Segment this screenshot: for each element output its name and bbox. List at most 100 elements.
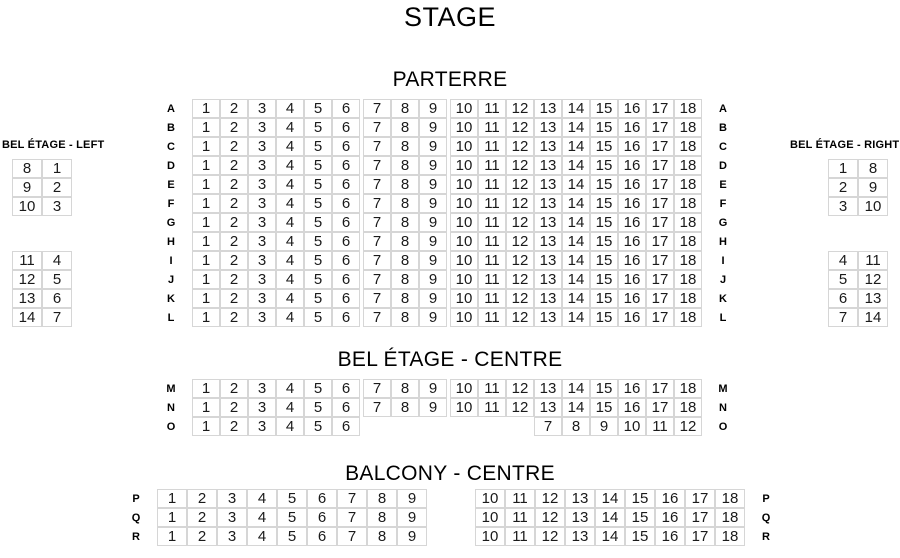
seat-cell[interactable]: 14 [562, 232, 590, 251]
seat-cell[interactable]: 5 [304, 156, 332, 175]
seat-cell[interactable]: 4 [276, 175, 304, 194]
seat-cell[interactable]: 1 [157, 489, 187, 508]
seat-cell[interactable]: 11 [858, 251, 888, 270]
seat-cell[interactable]: 4 [247, 508, 277, 527]
seat-cell[interactable]: 11 [478, 194, 506, 213]
seat-cell[interactable]: 14 [595, 489, 625, 508]
seat-cell[interactable]: 10 [450, 118, 478, 137]
seat-cell[interactable]: 15 [590, 270, 618, 289]
seat-cell[interactable]: 17 [646, 289, 674, 308]
seat-cell[interactable]: 10 [450, 398, 478, 417]
seat-cell[interactable]: 3 [248, 289, 276, 308]
seat-cell[interactable]: 5 [304, 289, 332, 308]
seat-cell[interactable]: 16 [618, 232, 646, 251]
seat-cell[interactable]: 12 [12, 270, 42, 289]
seat-cell[interactable]: 3 [248, 379, 276, 398]
seat-cell[interactable]: 4 [276, 270, 304, 289]
seat-cell[interactable]: 16 [618, 270, 646, 289]
seat-cell[interactable]: 10 [450, 270, 478, 289]
seat-cell[interactable]: 11 [478, 251, 506, 270]
seat-cell[interactable]: 3 [248, 270, 276, 289]
seat-cell[interactable]: 14 [562, 289, 590, 308]
seat-cell[interactable]: 18 [674, 213, 702, 232]
seat-cell[interactable]: 6 [332, 417, 360, 436]
seat-cell[interactable]: 14 [562, 213, 590, 232]
seat-cell[interactable]: 17 [646, 398, 674, 417]
seat-cell[interactable]: 6 [332, 213, 360, 232]
seat-cell[interactable]: 17 [646, 175, 674, 194]
seat-cell[interactable]: 16 [618, 156, 646, 175]
seat-cell[interactable]: 3 [248, 232, 276, 251]
seat-cell[interactable]: 7 [363, 379, 391, 398]
seat-cell[interactable]: 7 [337, 489, 367, 508]
seat-cell[interactable]: 5 [277, 527, 307, 546]
seat-cell[interactable]: 16 [655, 527, 685, 546]
seat-cell[interactable]: 6 [332, 99, 360, 118]
seat-cell[interactable]: 13 [534, 308, 562, 327]
seat-cell[interactable]: 6 [828, 289, 858, 308]
seat-cell[interactable]: 13 [534, 213, 562, 232]
seat-cell[interactable]: 16 [618, 99, 646, 118]
seat-cell[interactable]: 9 [419, 289, 447, 308]
seat-cell[interactable]: 7 [42, 308, 72, 327]
seat-cell[interactable]: 9 [397, 527, 427, 546]
seat-cell[interactable]: 2 [220, 118, 248, 137]
seat-cell[interactable]: 4 [276, 194, 304, 213]
seat-cell[interactable]: 2 [187, 508, 217, 527]
seat-cell[interactable]: 14 [595, 527, 625, 546]
seat-cell[interactable]: 13 [534, 137, 562, 156]
seat-cell[interactable]: 18 [674, 156, 702, 175]
seat-cell[interactable]: 17 [685, 489, 715, 508]
seat-cell[interactable]: 2 [42, 178, 72, 197]
seat-cell[interactable]: 9 [419, 175, 447, 194]
seat-cell[interactable]: 14 [12, 308, 42, 327]
seat-cell[interactable]: 5 [304, 99, 332, 118]
seat-cell[interactable]: 15 [590, 251, 618, 270]
seat-cell[interactable]: 5 [277, 508, 307, 527]
seat-cell[interactable]: 2 [187, 489, 217, 508]
seat-cell[interactable]: 18 [674, 270, 702, 289]
seat-cell[interactable]: 12 [506, 213, 534, 232]
seat-cell[interactable]: 4 [276, 308, 304, 327]
seat-cell[interactable]: 2 [220, 213, 248, 232]
seat-cell[interactable]: 6 [332, 175, 360, 194]
seat-cell[interactable]: 4 [276, 417, 304, 436]
seat-cell[interactable]: 18 [674, 308, 702, 327]
seat-cell[interactable]: 12 [506, 270, 534, 289]
seat-cell[interactable]: 13 [534, 379, 562, 398]
seat-cell[interactable]: 3 [248, 194, 276, 213]
seat-cell[interactable]: 14 [562, 118, 590, 137]
seat-cell[interactable]: 3 [248, 213, 276, 232]
seat-cell[interactable]: 13 [565, 508, 595, 527]
seat-cell[interactable]: 13 [534, 398, 562, 417]
seat-cell[interactable]: 3 [248, 99, 276, 118]
seat-cell[interactable]: 11 [478, 289, 506, 308]
seat-cell[interactable]: 6 [307, 508, 337, 527]
seat-cell[interactable]: 5 [304, 175, 332, 194]
seat-cell[interactable]: 12 [858, 270, 888, 289]
seat-cell[interactable]: 10 [450, 308, 478, 327]
seat-cell[interactable]: 5 [304, 194, 332, 213]
seat-cell[interactable]: 8 [391, 99, 419, 118]
seat-cell[interactable]: 2 [220, 417, 248, 436]
seat-cell[interactable]: 16 [618, 194, 646, 213]
seat-cell[interactable]: 14 [562, 194, 590, 213]
seat-cell[interactable]: 9 [419, 379, 447, 398]
seat-cell[interactable]: 17 [646, 194, 674, 213]
seat-cell[interactable]: 1 [157, 527, 187, 546]
seat-cell[interactable]: 9 [397, 508, 427, 527]
seat-cell[interactable]: 18 [715, 489, 745, 508]
seat-cell[interactable]: 9 [419, 308, 447, 327]
seat-cell[interactable]: 9 [419, 137, 447, 156]
seat-cell[interactable]: 11 [646, 417, 674, 436]
seat-cell[interactable]: 4 [42, 251, 72, 270]
seat-cell[interactable]: 14 [562, 308, 590, 327]
seat-cell[interactable]: 3 [248, 156, 276, 175]
seat-cell[interactable]: 2 [220, 308, 248, 327]
seat-cell[interactable]: 1 [828, 159, 858, 178]
seat-cell[interactable]: 16 [618, 118, 646, 137]
seat-cell[interactable]: 1 [192, 289, 220, 308]
seat-cell[interactable]: 4 [247, 527, 277, 546]
seat-cell[interactable]: 10 [450, 137, 478, 156]
seat-cell[interactable]: 5 [304, 232, 332, 251]
